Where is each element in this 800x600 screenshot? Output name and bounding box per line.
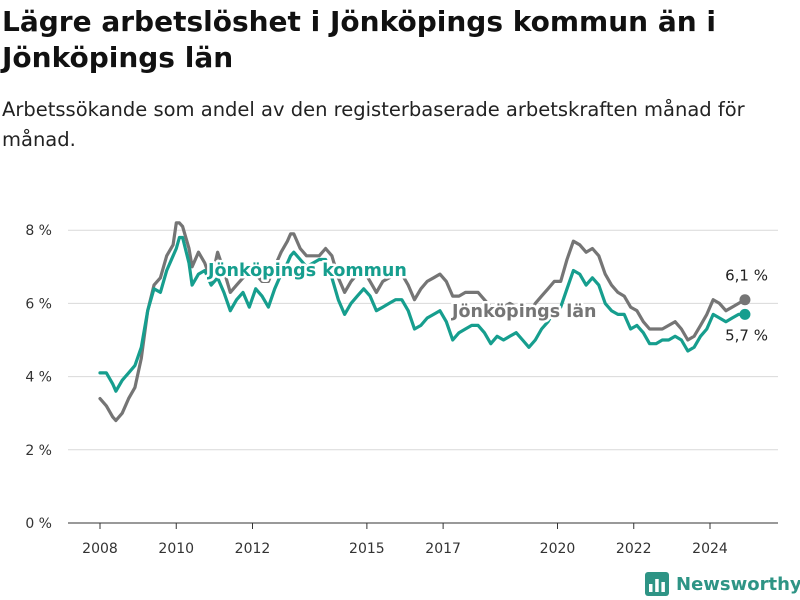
y-tick-label: 0 %	[25, 516, 52, 532]
end-label-lan: 6,1 %	[725, 267, 768, 285]
end-point-kommun	[739, 308, 751, 320]
end-point-lan	[739, 294, 751, 306]
series-lines	[98, 221, 751, 423]
axes: 0 % 2 % 4 % 6 % 8 % 2008 2010 2012 2015 2017 2020 2…	[25, 223, 778, 557]
y-tick-label: 2 %	[25, 443, 52, 459]
chart-subtitle: Arbetssökande som andel av den registerb…	[2, 98, 745, 151]
x-tick-label: 2022	[616, 541, 652, 557]
y-tick-label: 6 %	[25, 296, 52, 312]
series-label-kommun: Jönköpings kommun	[207, 261, 407, 281]
end-label-kommun: 5,7 %	[725, 326, 768, 344]
bar-chart-icon	[645, 572, 669, 596]
x-tick-label: 2015	[349, 541, 385, 557]
y-tick-label: 4 %	[25, 370, 52, 386]
chart-title: Lägre arbetslöshet i Jönköpings kommun ä…	[2, 5, 716, 74]
series-line-kommun	[98, 235, 747, 393]
x-tick-label: 2020	[540, 541, 576, 557]
series-label-lan: Jönköpings län	[451, 302, 596, 322]
series-line-lan	[98, 221, 747, 423]
brand-name: Newsworthy	[676, 573, 800, 595]
x-tick-label: 2017	[425, 541, 461, 557]
x-tick-label: 2008	[82, 541, 118, 557]
x-tick-label: 2010	[158, 541, 194, 557]
gridlines	[68, 229, 778, 451]
series-label-lan-halo: Jönköpings län	[451, 302, 596, 322]
x-tick-label: 2024	[692, 541, 728, 557]
x-tick-label: 2012	[235, 541, 271, 557]
y-tick-label: 8 %	[25, 223, 52, 239]
series-label-kommun-halo: Jönköpings kommun	[207, 261, 407, 281]
newsworthy-logo: Newsworthy	[645, 570, 800, 598]
